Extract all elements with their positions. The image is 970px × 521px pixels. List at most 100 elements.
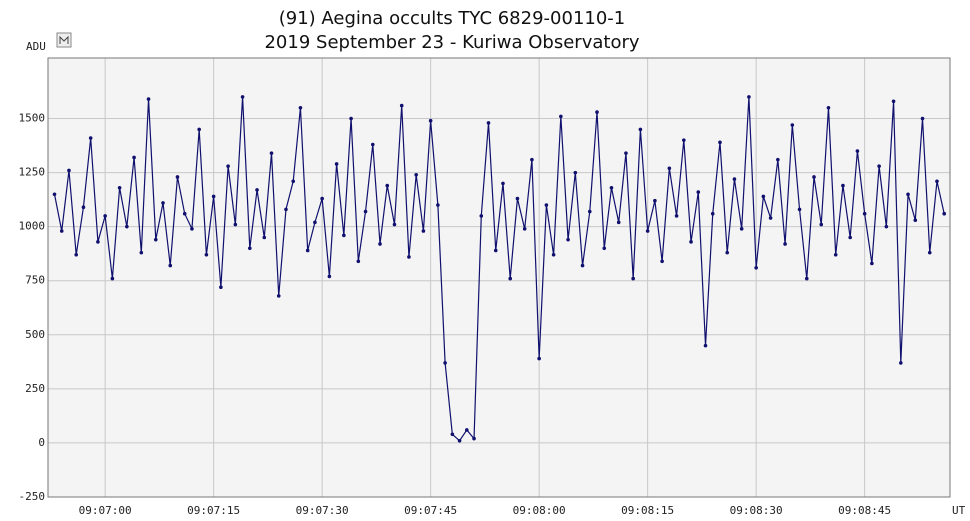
data-point [457, 438, 462, 443]
data-point [899, 361, 903, 365]
data-point [182, 211, 187, 216]
data-point [710, 211, 715, 216]
data-point [761, 194, 766, 199]
data-point [226, 164, 230, 168]
x-tick-label: 09:07:00 [79, 504, 132, 517]
data-point [399, 103, 404, 108]
data-point [942, 211, 947, 216]
data-point [913, 218, 918, 222]
data-point [67, 168, 71, 173]
y-tick-label: 1000 [19, 220, 46, 233]
data-point [906, 192, 910, 197]
icon-frame[interactable] [56, 32, 72, 48]
data-point [508, 276, 513, 281]
data-point [768, 216, 773, 220]
data-point [747, 95, 751, 99]
data-point [211, 194, 216, 199]
data-point [479, 214, 484, 218]
x-tick-label: 09:08:15 [621, 504, 674, 517]
chart-subtitle: 2019 September 23 - Kuriwa Observatory [264, 32, 639, 53]
x-tick-label: 09:07:15 [187, 504, 240, 517]
data-point [616, 220, 621, 225]
chart-title: (91) Aegina occults TYC 6829-00110-1 [279, 8, 626, 29]
data-point [81, 205, 86, 210]
data-point [624, 151, 628, 155]
data-point [602, 246, 607, 251]
data-point [139, 250, 144, 255]
data-point [833, 252, 838, 257]
data-point [812, 175, 816, 179]
plot-area [48, 58, 950, 497]
data-point [349, 116, 353, 121]
data-point [219, 285, 223, 290]
data-point [110, 276, 115, 281]
data-point [689, 240, 693, 244]
data-point [472, 436, 476, 441]
data-point [356, 259, 361, 264]
plot-border [47, 57, 951, 498]
data-point [486, 121, 491, 125]
data-point [841, 183, 845, 188]
data-point [284, 207, 288, 212]
data-point [370, 142, 375, 147]
data-point [96, 240, 100, 244]
data-point [660, 259, 664, 264]
toolbar-icon[interactable] [56, 32, 72, 48]
data-point [703, 343, 708, 348]
data-point [566, 237, 570, 242]
data-point [927, 250, 932, 255]
icon-glyph[interactable] [59, 35, 69, 44]
data-point [855, 149, 860, 153]
data-point [754, 265, 758, 270]
y-tick-label: 250 [25, 382, 45, 395]
data-point [544, 203, 549, 207]
data-point [870, 261, 874, 266]
x-tick-label: 09:08:00 [513, 504, 566, 517]
data-point [407, 255, 411, 259]
data-point [891, 99, 896, 104]
data-point [197, 127, 201, 132]
data-point [862, 211, 867, 216]
data-point [725, 250, 730, 255]
data-point [233, 222, 238, 227]
data-point [175, 175, 180, 179]
data-point [877, 164, 881, 168]
data-point [262, 235, 267, 240]
grid [48, 58, 950, 498]
x-axis-label: UT [952, 504, 966, 517]
x-tick-label: 09:08:30 [730, 504, 783, 517]
data-point [59, 229, 64, 233]
data-point [848, 235, 852, 240]
data-point [682, 138, 686, 142]
data-point [732, 177, 737, 181]
data-point [334, 162, 339, 166]
data-point [327, 274, 332, 279]
data-point [436, 203, 440, 207]
data-point [378, 242, 382, 246]
data-point [696, 190, 701, 194]
data-point [443, 361, 447, 365]
data-point [450, 432, 455, 437]
data-point [88, 136, 93, 140]
data-point [587, 209, 592, 214]
marks [52, 95, 947, 443]
x-tick-label: 09:08:45 [838, 504, 891, 517]
data-point [74, 252, 79, 257]
data-point [132, 155, 136, 160]
y-tick-label: 750 [25, 274, 45, 287]
data-point [168, 263, 173, 268]
data-point [428, 118, 433, 123]
data-point [935, 179, 939, 184]
data-point [313, 220, 317, 225]
data-point [204, 252, 209, 257]
data-point [920, 116, 925, 121]
y-tick-label: 1500 [19, 112, 46, 125]
data-point [515, 196, 520, 201]
data-point [653, 198, 657, 203]
data-point [385, 183, 390, 188]
data-point [276, 294, 281, 298]
data-point [580, 263, 585, 268]
data-point [161, 201, 165, 205]
data-point [530, 157, 534, 162]
